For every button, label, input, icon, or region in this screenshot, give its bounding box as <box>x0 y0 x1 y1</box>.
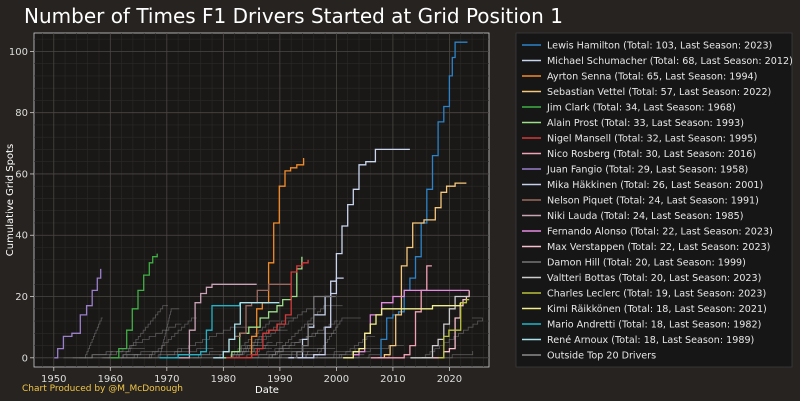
x-tick-label: 2010 <box>380 374 405 385</box>
series-line-9 <box>288 277 344 359</box>
legend-label: Valtteri Bottas (Total: 20, Last Season:… <box>547 273 761 284</box>
y-axis-label: Cumulative Grid Spots <box>5 144 16 256</box>
outside-top-20-line <box>228 354 318 359</box>
series-line-16 <box>438 298 470 359</box>
legend-label: Outside Top 20 Drivers <box>547 351 656 362</box>
plot-background <box>33 32 490 368</box>
series-line-0 <box>377 41 468 359</box>
x-tick-label: 2000 <box>324 374 349 385</box>
legend-label: Ayrton Senna (Total: 65, Last Season: 19… <box>547 72 757 83</box>
x-axis-label: Date <box>255 385 279 396</box>
legend-label: Max Verstappen (Total: 22, Last Season: … <box>547 242 770 253</box>
legend-label: Jim Clark (Total: 34, Last Season: 1968) <box>546 103 736 114</box>
y-tick-label: 60 <box>15 169 28 180</box>
y-tick-label: 80 <box>15 108 28 119</box>
series-line-15 <box>410 295 470 359</box>
x-tick-label: 1990 <box>267 374 292 385</box>
outside-top-20-line <box>148 317 197 359</box>
outside-top-20-line <box>235 308 316 359</box>
legend-box <box>515 32 793 368</box>
y-tick-label: 40 <box>15 231 28 242</box>
legend-label: Sebastian Vettel (Total: 57, Last Season… <box>547 87 771 98</box>
y-tick-label: 0 <box>22 353 28 364</box>
chart-credit: Chart Produced by @M_McDonough <box>22 384 183 394</box>
series-line-18 <box>159 302 241 359</box>
outside-top-20-line <box>138 348 214 359</box>
series-line-3 <box>377 182 467 359</box>
legend-label: Alain Prost (Total: 33, Last Season: 199… <box>547 118 744 129</box>
legend-label: Nigel Mansell (Total: 32, Last Season: 1… <box>547 134 757 145</box>
legend-label: Mario Andretti (Total: 18, Last Season: … <box>547 320 761 331</box>
outside-top-20-line <box>315 317 361 359</box>
outside-top-20-line <box>431 351 474 359</box>
legend-label: René Arnoux (Total: 18, Last Season: 198… <box>547 334 754 346</box>
legend-label: Mika Häkkinen (Total: 26, Last Season: 2… <box>547 180 763 191</box>
chart-title: Number of Times F1 Drivers Started at Gr… <box>24 4 563 28</box>
outside-top-20-line <box>63 354 139 359</box>
series-line-17 <box>343 302 461 359</box>
outside-top-20-line <box>72 348 145 359</box>
x-tick-label: 1970 <box>154 374 179 385</box>
outside-top-20-line <box>103 323 182 359</box>
legend-label: Charles Leclerc (Total: 19, Last Season:… <box>547 289 766 300</box>
x-tick-label: 1950 <box>41 374 66 385</box>
legend-label: Damon Hill (Total: 20, Last Season: 1999… <box>547 258 746 269</box>
outside-top-20-line <box>101 348 182 359</box>
legend-label: Nico Rosberg (Total: 30, Last Season: 20… <box>547 149 756 160</box>
outside-top-20-line <box>121 305 168 359</box>
y-tick-label: 100 <box>9 47 28 58</box>
outside-top-20-line <box>160 326 253 359</box>
series-line-4 <box>110 253 158 359</box>
y-tick-label: 20 <box>15 292 28 303</box>
x-tick-label: 1960 <box>98 374 123 385</box>
legend-label: Juan Fangio (Total: 29, Last Season: 195… <box>546 165 748 176</box>
legend-label: Kimi Räikkönen (Total: 18, Last Season: … <box>547 304 767 315</box>
series-group <box>54 41 470 359</box>
axes: 1950 1960 1970 1980 1990 2000 2010 2020 0 20 40 60 8… <box>9 47 462 385</box>
legend-label: Nelson Piquet (Total: 24, Last Season: 1… <box>547 196 759 207</box>
legend-label: Fernando Alonso (Total: 22, Last Season:… <box>547 227 773 238</box>
legend-label: Lewis Hamilton (Total: 103, Last Season:… <box>547 41 772 52</box>
legend-label: Niki Lauda (Total: 24, Last Season: 1985… <box>547 211 743 222</box>
outside-top-20-line <box>127 351 155 359</box>
series-line-5 <box>223 256 303 359</box>
outside-top-20-line <box>84 317 103 359</box>
series-line-2 <box>246 157 305 359</box>
series-line-11 <box>175 283 257 359</box>
outside-top-20-line <box>79 351 113 359</box>
x-tick-label: 2020 <box>437 374 462 385</box>
series-line-8 <box>54 268 102 359</box>
series-line-19 <box>213 302 280 359</box>
x-tick-label: 1980 <box>211 374 236 385</box>
series-line-14 <box>294 295 336 359</box>
outside-top-20-line <box>159 308 180 359</box>
legend: Lewis Hamilton (Total: 103, Last Season:… <box>522 41 793 362</box>
series-line-1 <box>289 148 410 359</box>
series-line-6 <box>226 259 309 359</box>
legend-label: Michael Schumacher (Total: 68, Last Seas… <box>547 56 793 67</box>
